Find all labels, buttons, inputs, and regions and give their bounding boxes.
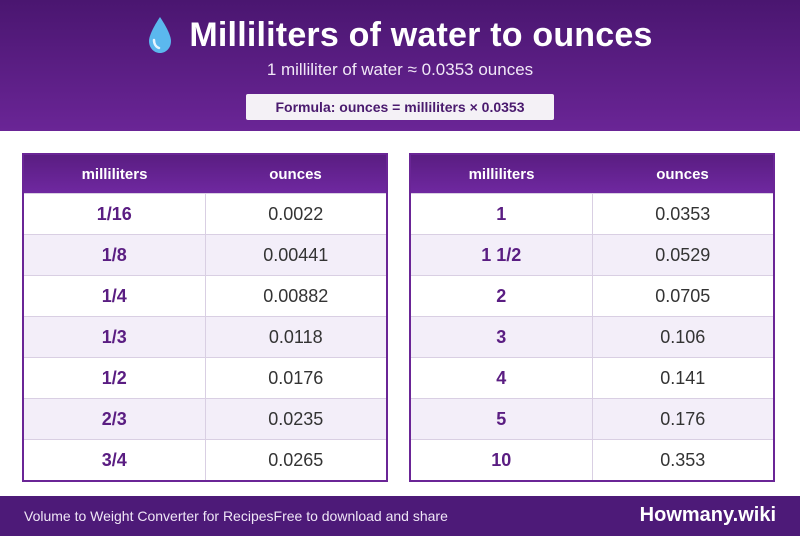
ounces-cell: 0.0022 [268,203,324,224]
page-title: Milliliters of water to ounces [189,15,653,54]
column-header-ounces: ounces [269,165,322,183]
table-header: milliliters ounces [411,155,773,193]
ounces-cell: 0.0265 [268,449,324,470]
table-row: 10 0.353 [411,439,773,480]
milliliters-cell: 10 [411,440,593,480]
ounces-cell: 0.106 [660,326,706,347]
ounces-cell: 0.0118 [268,326,323,347]
footer-bar: Volume to Weight Converter for RecipesFr… [0,496,800,536]
ounces-cell: 0.141 [660,367,706,388]
milliliters-cell: 1/8 [24,235,206,275]
table-row: 1 1/2 0.0529 [411,234,773,275]
table-row: 2 0.0705 [411,275,773,316]
table-row: 1/2 0.0176 [24,357,386,398]
milliliters-cell: 1 [411,194,593,234]
table-header: milliliters ounces [24,155,386,193]
title-row: Milliliters of water to ounces [0,12,800,58]
ounces-cell: 0.0705 [655,285,711,306]
milliliters-cell: 3 [411,317,593,357]
milliliters-cell: 4 [411,358,593,398]
conversion-table-right: milliliters ounces 1 0.0353 1 1/2 0.0529… [409,153,775,482]
column-header-milliliters: milliliters [468,165,535,183]
ounces-cell: 0.0529 [655,244,711,265]
table-row: 1/8 0.00441 [24,234,386,275]
milliliters-cell: 1/4 [24,276,206,316]
milliliters-cell: 1 1/2 [411,235,593,275]
ounces-cell: 0.00882 [263,285,329,306]
ounces-cell: 0.0176 [268,367,324,388]
table-row: 5 0.176 [411,398,773,439]
ounces-cell: 0.0235 [268,408,324,429]
milliliters-cell: 3/4 [24,440,206,480]
formula-badge: Formula: ounces = milliliters × 0.0353 [246,94,554,120]
brand-logo-text[interactable]: Howmany.wiki [639,504,776,526]
table-row: 1 0.0353 [411,193,773,234]
table-row: 4 0.141 [411,357,773,398]
ounces-cell: 0.353 [660,449,706,470]
milliliters-cell: 1/2 [24,358,206,398]
column-header-ounces: ounces [656,165,709,183]
table-row: 3 0.106 [411,316,773,357]
milliliters-cell: 2/3 [24,399,206,439]
table-row: 2/3 0.0235 [24,398,386,439]
milliliters-cell: 1/3 [24,317,206,357]
ounces-cell: 0.00441 [263,244,329,265]
table-row: 1/16 0.0022 [24,193,386,234]
milliliters-cell: 1/16 [24,194,206,234]
ounces-cell: 0.0353 [655,203,711,224]
footer-tagline: Volume to Weight Converter for RecipesFr… [24,508,448,524]
ounces-cell: 0.176 [660,408,706,429]
header-banner: Milliliters of water to ounces 1 millili… [0,0,800,131]
water-drop-icon [149,17,172,53]
milliliters-cell: 2 [411,276,593,316]
milliliters-cell: 5 [411,399,593,439]
table-row: 3/4 0.0265 [24,439,386,480]
table-row: 1/4 0.00882 [24,275,386,316]
conversion-table-left: milliliters ounces 1/16 0.0022 1/8 0.004… [22,153,388,482]
table-row: 1/3 0.0118 [24,316,386,357]
page-subtitle: 1 milliliter of water ≈ 0.0353 ounces [266,60,534,79]
column-header-milliliters: milliliters [81,165,148,183]
